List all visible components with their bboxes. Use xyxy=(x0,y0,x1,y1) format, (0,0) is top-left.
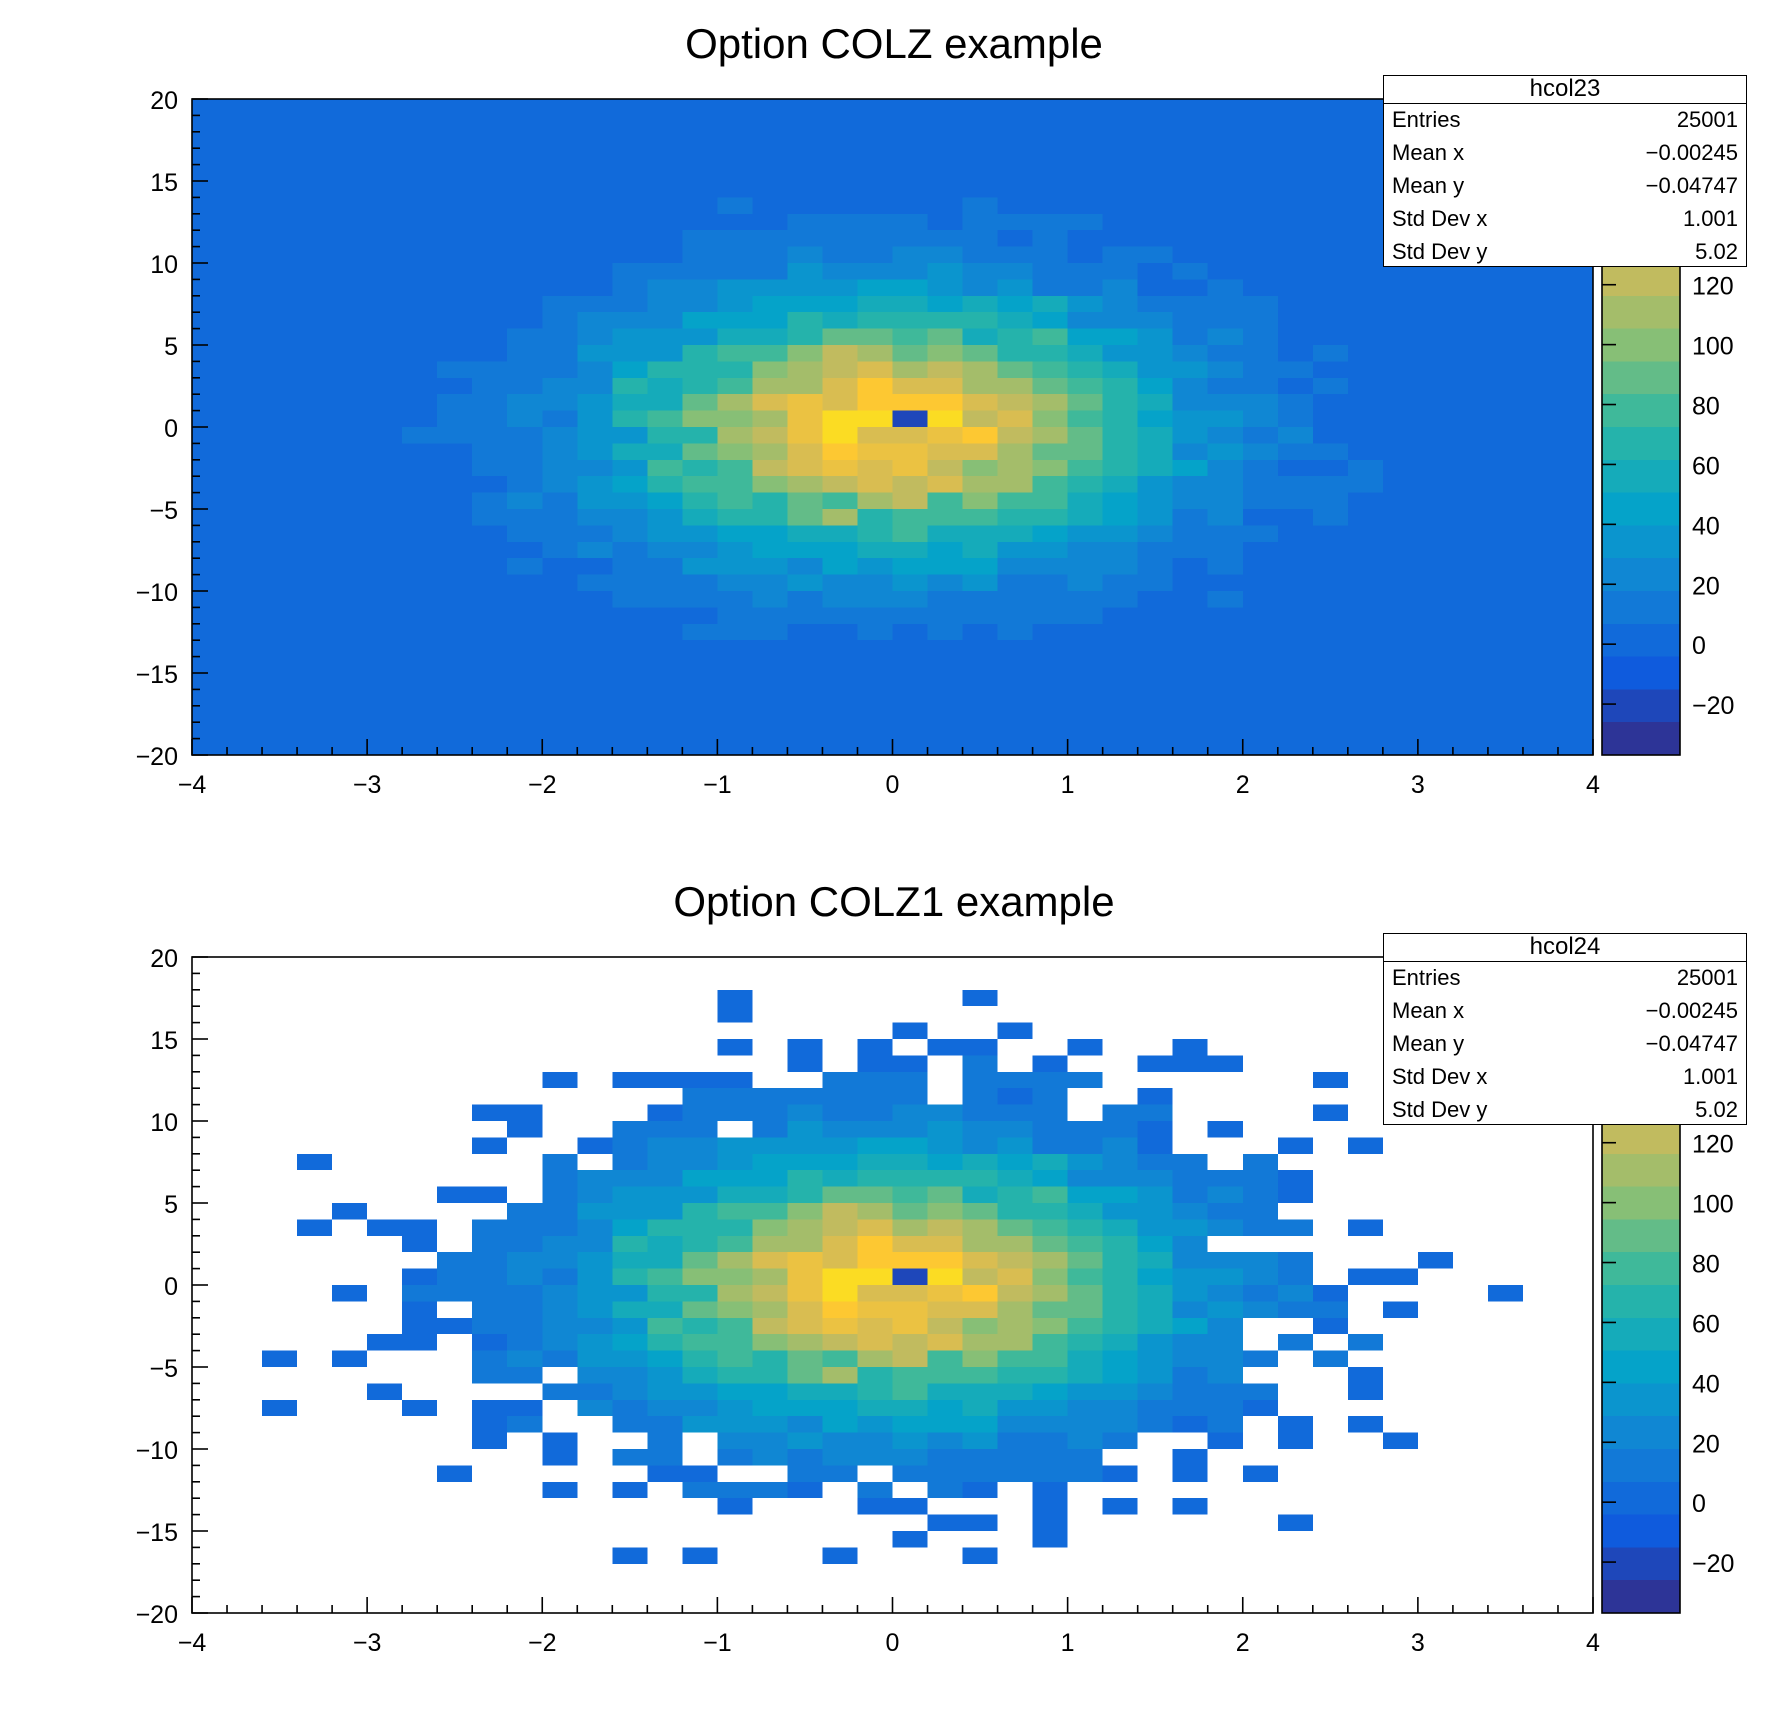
svg-text:20: 20 xyxy=(1692,1430,1720,1458)
svg-text:80: 80 xyxy=(1692,1251,1720,1279)
svg-text:40: 40 xyxy=(1692,512,1720,540)
svg-text:120: 120 xyxy=(1692,273,1734,301)
svg-text:60: 60 xyxy=(1692,1310,1720,1338)
svg-text:80: 80 xyxy=(1692,393,1720,421)
svg-text:60: 60 xyxy=(1692,452,1720,480)
svg-text:100: 100 xyxy=(1692,1191,1734,1219)
svg-text:−20: −20 xyxy=(1692,1550,1734,1578)
svg-text:40: 40 xyxy=(1692,1370,1720,1398)
svg-text:20: 20 xyxy=(1692,572,1720,600)
svg-text:−20: −20 xyxy=(1692,692,1734,720)
svg-text:0: 0 xyxy=(1692,632,1706,660)
svg-text:120: 120 xyxy=(1692,1131,1734,1159)
svg-text:0: 0 xyxy=(1692,1490,1706,1518)
svg-text:100: 100 xyxy=(1692,333,1734,361)
